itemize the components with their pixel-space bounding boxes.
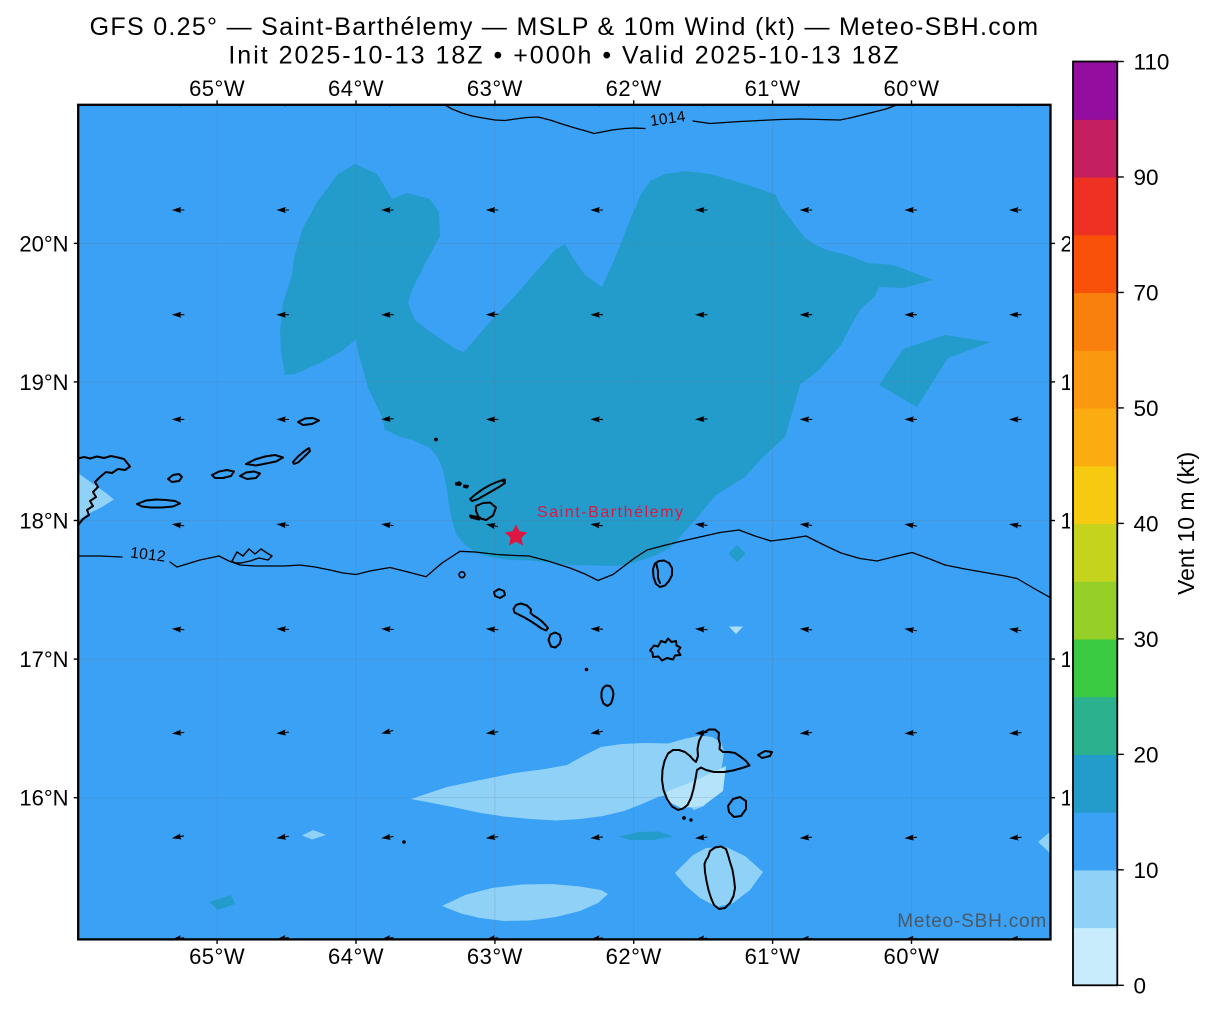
svg-text:60°W: 60°W [883, 944, 939, 969]
svg-text:90: 90 [1134, 165, 1159, 190]
svg-text:64°W: 64°W [328, 76, 384, 101]
svg-text:62°W: 62°W [606, 944, 662, 969]
svg-text:50: 50 [1134, 396, 1159, 421]
svg-text:17°N: 17°N [19, 647, 68, 672]
svg-text:20°N: 20°N [19, 231, 68, 256]
svg-text:60°W: 60°W [883, 76, 939, 101]
svg-text:61°W: 61°W [745, 944, 801, 969]
svg-text:110: 110 [1134, 50, 1170, 75]
svg-text:61°W: 61°W [745, 76, 801, 101]
svg-text:16°N: 16°N [19, 786, 68, 811]
svg-text:10: 10 [1134, 858, 1159, 883]
svg-text:19°N: 19°N [19, 370, 68, 395]
svg-text:62°W: 62°W [606, 76, 662, 101]
svg-text:GFS 0.25° — Saint-Barthélemy —: GFS 0.25° — Saint-Barthélemy — MSLP & 10… [90, 13, 1040, 41]
svg-text:Vent 10 m (kt): Vent 10 m (kt) [1173, 452, 1199, 595]
svg-text:18°N: 18°N [19, 509, 68, 534]
svg-text:1014: 1014 [649, 108, 687, 130]
svg-text:65°W: 65°W [189, 944, 245, 969]
svg-text:70: 70 [1134, 280, 1159, 305]
svg-text:0: 0 [1134, 973, 1147, 998]
svg-text:63°W: 63°W [467, 944, 523, 969]
svg-text:40: 40 [1134, 511, 1159, 536]
svg-text:63°W: 63°W [467, 76, 523, 101]
svg-text:Init 2025-10-13 18Z • +000h •: Init 2025-10-13 18Z • +000h • Valid 2025… [228, 42, 900, 70]
svg-text:Saint-Barthélemy: Saint-Barthélemy [537, 504, 685, 521]
svg-text:64°W: 64°W [328, 944, 384, 969]
svg-text:65°W: 65°W [189, 76, 245, 101]
svg-text:30: 30 [1134, 627, 1159, 652]
svg-text:1012: 1012 [129, 544, 166, 565]
svg-text:Meteo-SBH.com: Meteo-SBH.com [897, 911, 1047, 932]
svg-text:20: 20 [1134, 742, 1159, 767]
